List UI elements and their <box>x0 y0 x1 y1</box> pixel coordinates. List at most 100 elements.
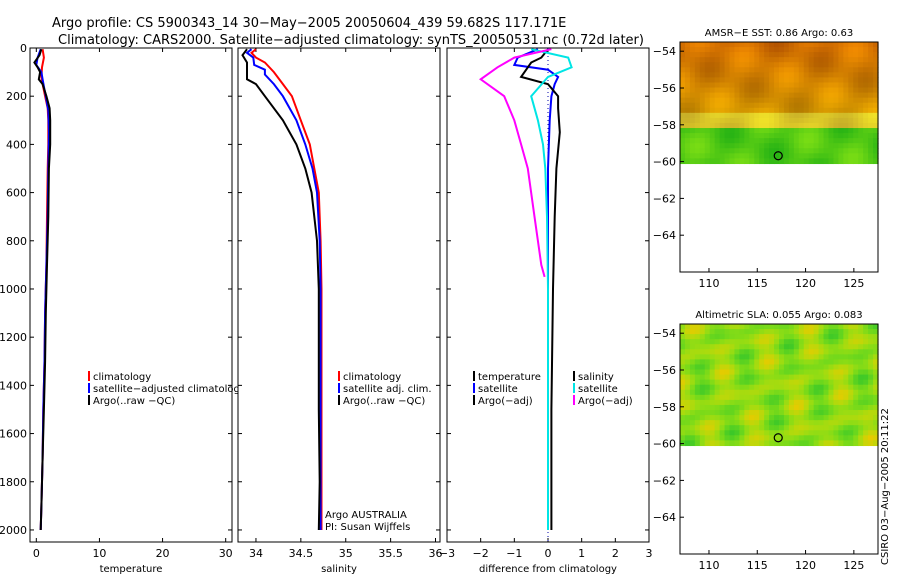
sst_map-heatmap-cell <box>739 128 745 134</box>
sst_map-heatmap-cell <box>684 47 691 53</box>
sla_map-heatmap-cell <box>843 415 849 421</box>
sla_map-heatmap-cell <box>764 349 770 355</box>
sst_map-heatmap-cell <box>694 153 701 159</box>
sla_map-heatmap-cell <box>744 324 750 330</box>
sst_map-heatmap-cell <box>734 158 740 165</box>
sla_map-heatmap-cell <box>739 329 745 335</box>
sst_map-heatmap-cell <box>848 87 854 94</box>
sla_map-heatmap-cell <box>714 374 721 381</box>
sst_map-heatmap-cell <box>798 42 805 48</box>
sst_map-heatmap-cell <box>818 57 825 63</box>
sla_map-heatmap-cell <box>868 354 874 361</box>
sst_map-heatmap-cell <box>818 153 825 159</box>
sla_map-heatmap-cell <box>873 324 879 330</box>
sst_map-heatmap-cell <box>689 47 696 53</box>
sla_map-heatmap-cell <box>724 379 731 386</box>
sla_map-heatmap-cell <box>724 425 731 431</box>
sst_map-heatmap-cell <box>719 72 726 79</box>
sst_map-heatmap-cell <box>823 138 830 144</box>
sst_map-heatmap-cell <box>863 57 869 63</box>
sst_map-heatmap-cell <box>868 47 874 53</box>
sst_map-heatmap-cell <box>684 72 691 79</box>
sla_map-heatmap-cell <box>843 369 849 376</box>
sst_map-heatmap-cell <box>759 143 765 149</box>
sla_map-heatmap-cell <box>709 410 716 416</box>
sst_map-heatmap-cell <box>724 82 731 89</box>
sst_map-heatmap-cell <box>684 52 691 58</box>
sst_map-heatmap-cell <box>838 133 844 139</box>
sla_map-heatmap-cell <box>749 364 755 371</box>
sst_map-heatmap-cell <box>769 153 775 159</box>
sst_map-heatmap-cell <box>803 102 810 109</box>
sst_map-heatmap-cell <box>704 133 711 139</box>
sst_map-heatmap-cell <box>848 112 854 119</box>
sst_map-heatmap-cell <box>729 87 736 94</box>
sla_map-heatmap-cell <box>764 440 770 447</box>
sst_map-heatmap-cell <box>873 107 879 114</box>
sst_map-heatmap-cell <box>734 57 740 63</box>
sla_map-heatmap-cell <box>779 410 785 416</box>
sst_map-heatmap-cell <box>798 82 805 89</box>
sla_map-heatmap-cell <box>858 354 864 361</box>
sst_map-heatmap-cell <box>843 77 849 84</box>
sla_map-heatmap-cell <box>709 364 716 371</box>
sst_map-heatmap-cell <box>868 112 874 119</box>
sst_map-heatmap-cell <box>868 52 874 58</box>
sla_map-heatmap-cell <box>788 354 795 361</box>
sla_map-heatmap-cell <box>808 430 815 436</box>
sla_map-heatmap-cell <box>724 369 731 376</box>
sla_map-heatmap-cell <box>783 410 790 416</box>
sla_map-heatmap-cell <box>749 394 755 401</box>
sst_map-heatmap-cell <box>739 77 745 84</box>
sla_map-heatmap-cell <box>798 324 805 330</box>
sst_map-heatmap-cell <box>714 57 721 63</box>
sst_map-heatmap-cell <box>749 107 755 114</box>
sla_map-heatmap-cell <box>793 349 800 355</box>
sst_map-heatmap-cell <box>754 92 760 99</box>
sla_map-heatmap-cell <box>833 415 839 421</box>
sst_map-heatmap-cell <box>783 52 790 58</box>
sst_map-heatmap-cell <box>689 158 696 165</box>
sla_map-heatmap-cell <box>803 430 810 436</box>
sst_map-heatmap-cell <box>724 143 731 149</box>
sla_map-heatmap-cell <box>838 440 844 447</box>
sst_map-heatmap-cell <box>754 62 760 68</box>
sst_map-heatmap-cell <box>699 133 706 139</box>
sst_map-heatmap-cell <box>739 153 745 159</box>
sst_map-heatmap-cell <box>823 77 830 84</box>
sst_map-heatmap-cell <box>754 57 760 63</box>
sla_map-heatmap-cell <box>873 420 879 426</box>
sla_map-heatmap-cell <box>798 369 805 376</box>
sst_map-heatmap-cell <box>868 153 874 159</box>
sst_map-heatmap-cell <box>764 77 770 84</box>
sla_map-heatmap-cell <box>843 359 849 366</box>
sla_map-heatmap-cell <box>724 359 731 366</box>
sst_map-heatmap-cell <box>838 47 844 53</box>
sla_map-heatmap-cell <box>828 384 835 391</box>
sla_map-heatmap-cell <box>729 344 736 350</box>
sst_map-heatmap-cell <box>689 77 696 84</box>
sla_map-heatmap-cell <box>828 394 835 401</box>
sst_map-heatmap-cell <box>838 57 844 63</box>
sla_map-heatmap-cell <box>709 339 716 345</box>
sla_map-heatmap-cell <box>749 369 755 376</box>
sla_map-heatmap-cell <box>739 440 745 447</box>
sla_map-heatmap-cell <box>848 384 854 391</box>
sst_map-heatmap-cell <box>863 133 869 139</box>
sla_map-heatmap-cell <box>808 384 815 391</box>
sst_map-heatmap-cell <box>744 107 750 114</box>
sla_map-heatmap-cell <box>858 415 864 421</box>
sla_map-heatmap-cell <box>724 354 731 361</box>
sst_map-heatmap-cell <box>828 72 835 79</box>
sla_map-heatmap-cell <box>858 440 864 447</box>
sla_map-heatmap-cell <box>818 404 825 411</box>
sla_map-heatmap-cell <box>863 389 869 396</box>
sla_map-heatmap-cell <box>704 349 711 355</box>
sst_map-heatmap-cell <box>873 47 879 53</box>
sla_map-heatmap-cell <box>779 415 785 421</box>
sla_map-heatmap-cell <box>808 359 815 366</box>
sla_map-heatmap-cell <box>704 399 711 406</box>
sst_map-heatmap-cell <box>798 158 805 165</box>
sla_map-heatmap-cell <box>808 410 815 416</box>
sla_map-heatmap-cell <box>739 394 745 401</box>
